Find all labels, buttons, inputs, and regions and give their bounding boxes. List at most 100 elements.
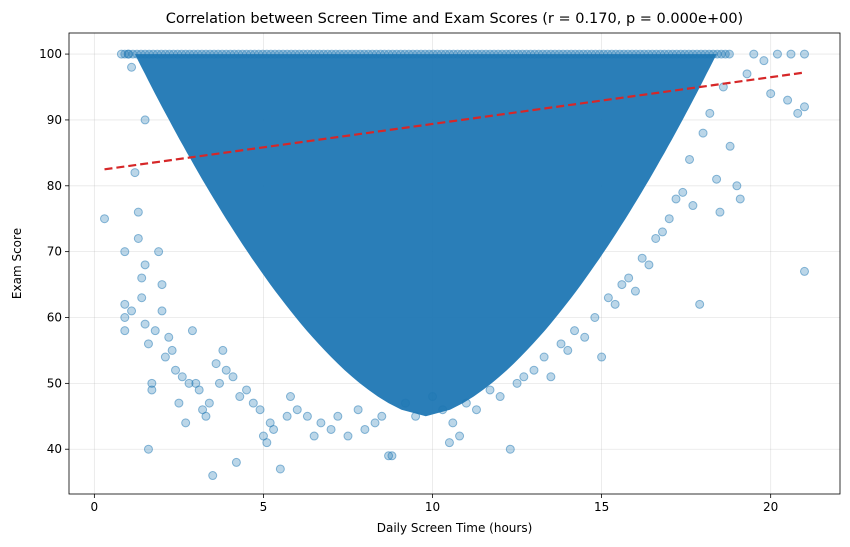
data-point: [461, 398, 471, 408]
data-point: [505, 444, 515, 454]
data-point: [715, 207, 725, 217]
data-point: [678, 187, 688, 197]
data-point: [130, 168, 140, 178]
data-point: [786, 49, 796, 59]
data-point: [120, 299, 130, 309]
data-point: [193, 49, 203, 59]
data-point: [611, 49, 621, 59]
trendline-layer: [104, 71, 805, 171]
data-point: [147, 378, 157, 388]
data-point: [595, 49, 605, 59]
data-point: [578, 49, 588, 59]
data-point: [582, 49, 592, 59]
data-point: [556, 339, 566, 349]
data-point: [231, 457, 241, 467]
data-point: [323, 49, 333, 59]
y-tick-label: 40: [47, 442, 62, 456]
data-point: [127, 62, 137, 72]
data-point: [759, 56, 769, 66]
data-point: [668, 49, 678, 59]
data-point: [546, 49, 556, 59]
data-point: [688, 49, 698, 59]
data-point: [201, 411, 211, 421]
data-point: [221, 365, 231, 375]
data-point: [420, 49, 430, 59]
data-point: [400, 398, 410, 408]
data-point: [343, 431, 353, 441]
data-point: [647, 49, 657, 59]
data-point: [255, 405, 265, 415]
x-tick-label: 10: [425, 500, 440, 514]
data-point: [184, 378, 194, 388]
data-point: [772, 49, 782, 59]
data-point: [783, 95, 793, 105]
data-point: [489, 49, 499, 59]
data-point: [538, 49, 548, 59]
data-point: [396, 49, 406, 59]
plot-area-frame: [68, 32, 841, 495]
data-point: [607, 49, 617, 59]
data-point: [428, 392, 438, 402]
data-point: [542, 49, 552, 59]
data-point: [250, 49, 260, 59]
data-point: [512, 378, 522, 388]
data-point: [150, 326, 160, 336]
data-point: [140, 115, 150, 125]
data-point: [799, 266, 809, 276]
data-point: [513, 49, 523, 59]
data-point: [306, 49, 316, 59]
data-point: [448, 418, 458, 428]
data-point: [331, 49, 341, 59]
data-point: [221, 49, 231, 59]
data-point: [326, 424, 336, 434]
data-point: [676, 49, 686, 59]
data-point: [136, 49, 146, 59]
data-point: [530, 49, 540, 59]
data-point: [412, 49, 422, 59]
data-point: [416, 49, 426, 59]
y-tick-label: 70: [47, 245, 62, 259]
data-point: [529, 365, 539, 375]
data-point: [233, 49, 243, 59]
data-point: [586, 49, 596, 59]
data-point: [522, 49, 532, 59]
data-point: [116, 49, 126, 59]
x-tick-label: 5: [260, 500, 268, 514]
data-point: [286, 49, 296, 59]
data-point: [700, 49, 710, 59]
x-tick-label: 20: [763, 500, 778, 514]
data-point: [160, 352, 170, 362]
data-point: [428, 49, 438, 59]
data-point: [204, 398, 214, 408]
data-point: [194, 385, 204, 395]
data-point: [644, 260, 654, 270]
data-point: [168, 49, 178, 59]
data-point: [643, 49, 653, 59]
data-point: [534, 49, 544, 59]
data-point: [705, 108, 715, 118]
data-point: [143, 444, 153, 454]
data-point: [147, 385, 157, 395]
data-point: [631, 49, 641, 59]
data-point: [197, 49, 207, 59]
data-point: [120, 313, 130, 323]
data-point: [311, 49, 321, 59]
data-point: [558, 49, 568, 59]
data-point: [610, 299, 620, 309]
data-point: [266, 49, 276, 59]
data-point: [400, 49, 410, 59]
data-point: [343, 49, 353, 59]
data-point: [157, 306, 167, 316]
y-tick-label: 50: [47, 376, 62, 390]
data-point: [228, 372, 238, 382]
data-point: [127, 306, 137, 316]
data-point: [424, 49, 434, 59]
data-point: [302, 49, 312, 59]
data-point: [174, 398, 184, 408]
data-point: [370, 418, 380, 428]
data-point: [315, 49, 325, 59]
data-point: [152, 49, 162, 59]
data-point: [171, 365, 181, 375]
data-point: [651, 49, 661, 59]
data-point: [695, 299, 705, 309]
